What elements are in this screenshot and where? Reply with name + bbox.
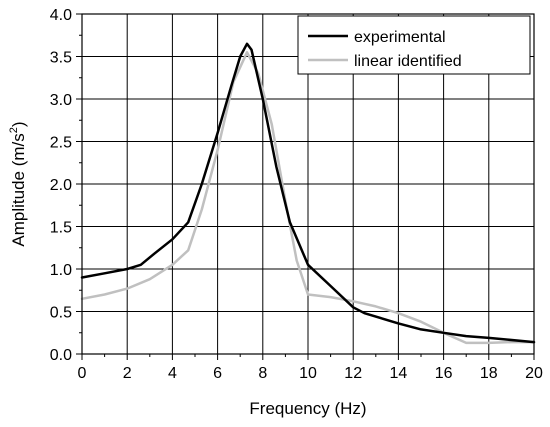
x-tick-label: 6 <box>213 365 222 382</box>
y-tick-label: 3.5 <box>50 50 72 67</box>
y-axis-title-prefix: Amplitude (m/s <box>9 133 28 246</box>
x-tick-label: 14 <box>390 365 408 382</box>
y-tick-label: 3.0 <box>50 92 72 109</box>
x-tick-label: 0 <box>78 365 87 382</box>
x-tick-label: 2 <box>123 365 132 382</box>
y-tick-label: 2.0 <box>50 177 72 194</box>
legend-box <box>297 15 531 75</box>
y-axis-title-suffix: ) <box>9 121 28 127</box>
y-axis-title-superscript: 2 <box>8 127 20 133</box>
legend: experimental linear identified <box>297 15 531 75</box>
x-tick-label: 10 <box>299 365 317 382</box>
x-tick-label: 8 <box>258 365 267 382</box>
x-tick-label: 4 <box>168 365 177 382</box>
y-tick-label: 0.5 <box>50 305 72 322</box>
tick-labels: 0 2 4 6 8 10 12 14 16 18 20 0.0 0.5 1.0 1.5 2.0 2.5 3.0 3.… <box>50 7 543 382</box>
legend-label-experimental: experimental <box>354 29 446 46</box>
x-tick-label: 18 <box>480 365 498 382</box>
axes <box>76 13 535 360</box>
y-tick-label: 2.5 <box>50 135 72 152</box>
x-tick-label: 12 <box>344 365 362 382</box>
legend-label-linear-identified: linear identified <box>354 53 462 70</box>
y-tick-label: 1.0 <box>50 262 72 279</box>
x-tick-label: 20 <box>525 365 543 382</box>
plot-frame <box>81 13 535 355</box>
series-line-experimental <box>80 42 536 344</box>
y-tick-label: 1.5 <box>50 220 72 237</box>
x-axis-title: Frequency (Hz) <box>249 399 366 418</box>
y-axis-title: Amplitude (m/s2) <box>8 121 28 246</box>
x-tick-label: 16 <box>435 365 453 382</box>
y-tick-label: 0.0 <box>50 347 72 364</box>
y-tick-label: 4.0 <box>50 7 72 24</box>
series-lines <box>80 42 536 345</box>
